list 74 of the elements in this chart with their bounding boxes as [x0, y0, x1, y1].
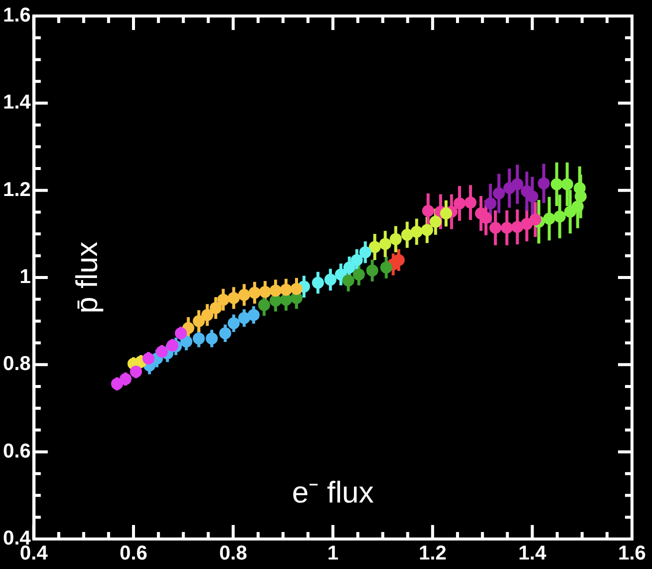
point	[440, 207, 452, 220]
point	[421, 224, 434, 236]
point	[390, 233, 402, 246]
point	[366, 264, 378, 277]
point	[174, 327, 187, 340]
x-tick-label: 0.8	[219, 542, 248, 565]
x-tick-label: 0.6	[120, 542, 148, 565]
point	[410, 226, 423, 238]
y-tick-label: 1.4	[2, 92, 32, 114]
point	[454, 197, 466, 210]
point	[572, 200, 584, 212]
point	[248, 286, 261, 299]
point	[380, 261, 392, 274]
point	[248, 308, 260, 321]
point	[350, 254, 363, 266]
point	[111, 378, 124, 390]
point	[430, 216, 442, 228]
point	[258, 298, 270, 311]
point	[238, 312, 250, 324]
point	[543, 212, 556, 225]
point	[538, 177, 550, 190]
point	[192, 332, 205, 345]
point	[379, 238, 392, 250]
point	[201, 308, 214, 321]
y-tick-label: 1.2	[2, 178, 31, 201]
point	[492, 187, 505, 200]
point	[550, 178, 563, 190]
point	[422, 204, 434, 217]
point	[120, 373, 132, 386]
point	[343, 261, 356, 274]
point	[312, 276, 324, 289]
point	[511, 220, 524, 233]
point	[210, 302, 222, 314]
point	[529, 214, 542, 226]
point	[280, 284, 292, 296]
point	[259, 286, 272, 298]
point	[228, 292, 240, 304]
y-tick-label: 1.6	[2, 4, 31, 27]
point	[290, 282, 303, 295]
x-axis-title: e⁻ flux	[292, 476, 374, 510]
point	[192, 315, 205, 328]
point	[166, 339, 178, 352]
y-tick-label: 0.8	[2, 353, 31, 376]
point	[219, 327, 232, 340]
y-axis-title: p̄ flux	[71, 242, 104, 314]
point	[228, 317, 240, 330]
point	[352, 268, 365, 280]
point	[574, 182, 586, 194]
point	[500, 222, 513, 234]
point	[130, 366, 142, 378]
point	[342, 274, 354, 287]
point	[359, 246, 372, 258]
y-tick-label: 0.6	[2, 440, 31, 462]
x-tick-label: 1.4	[518, 542, 548, 565]
point	[324, 274, 336, 286]
point	[489, 222, 502, 234]
x-tick-label: 1.6	[618, 542, 646, 565]
point	[368, 240, 381, 253]
point	[156, 346, 168, 358]
y-tick-label: 1	[20, 266, 31, 288]
point	[484, 197, 496, 210]
point	[238, 288, 250, 301]
point	[142, 352, 154, 365]
x-tick-label: 1.2	[418, 542, 447, 565]
point	[217, 294, 230, 306]
point	[561, 178, 574, 190]
point	[511, 178, 524, 190]
point	[401, 228, 414, 241]
point	[180, 336, 192, 348]
point	[206, 332, 218, 345]
point	[464, 196, 476, 209]
point	[554, 210, 566, 222]
point	[270, 284, 282, 297]
x-tick-label: 1	[327, 542, 338, 565]
